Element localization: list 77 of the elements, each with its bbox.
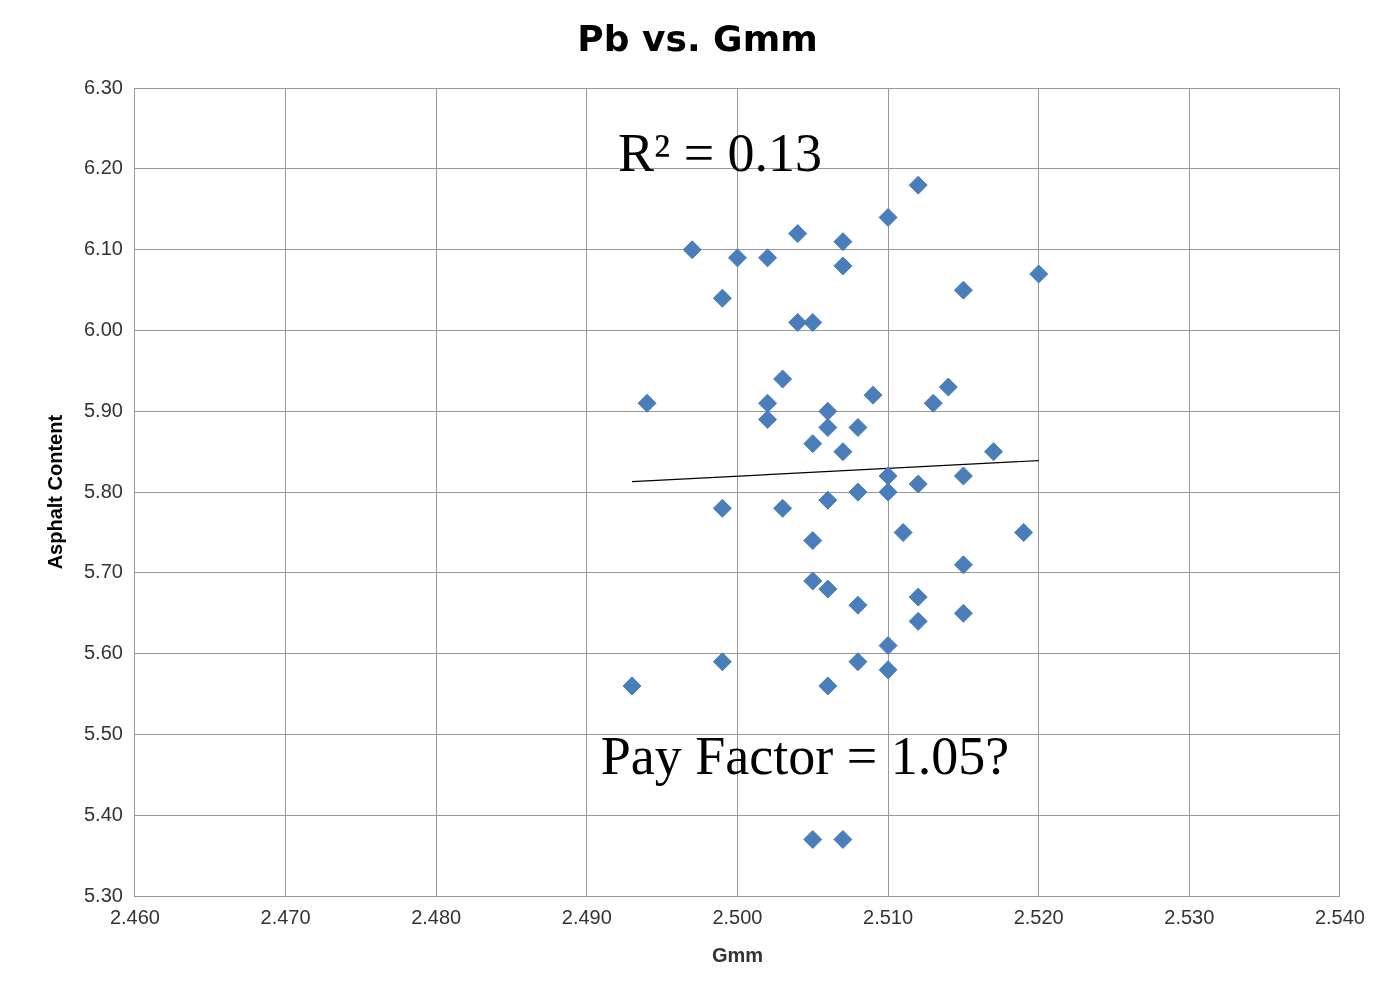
point [1029, 264, 1049, 284]
point [953, 555, 973, 575]
point [833, 256, 853, 276]
point [953, 466, 973, 486]
point [818, 417, 838, 437]
y-tick-label: 5.80 [83, 479, 123, 502]
x-tick-label: 2.470 [260, 905, 311, 928]
point [893, 522, 913, 542]
point [878, 466, 898, 486]
point [758, 248, 778, 268]
point [848, 595, 868, 615]
y-tick-label: 5.60 [83, 641, 123, 664]
y-axis-title: Asphalt Content [43, 414, 66, 570]
point [848, 482, 868, 502]
point [622, 676, 642, 696]
point [788, 312, 808, 332]
point [833, 829, 853, 849]
y-tick-label: 5.40 [83, 802, 123, 825]
point [818, 579, 838, 599]
annotation: R² = 0.13 [617, 123, 823, 184]
point [818, 676, 838, 696]
point [878, 207, 898, 227]
x-tick-label: 2.490 [561, 905, 612, 928]
y-tick-label: 5.50 [83, 721, 123, 744]
x-tick-label: 2.480 [411, 905, 462, 928]
y-tick-label: 6.30 [83, 75, 123, 98]
point [878, 482, 898, 502]
point [773, 369, 793, 389]
point [758, 409, 778, 429]
point [833, 232, 853, 252]
point [788, 224, 808, 244]
y-tick-label: 6.00 [83, 318, 123, 341]
point [758, 393, 778, 413]
point [938, 377, 958, 397]
point [637, 393, 657, 413]
y-tick-label: 6.20 [83, 156, 123, 179]
y-tick-label: 5.70 [83, 560, 123, 583]
y-tick-label: 5.30 [83, 883, 123, 906]
point [773, 498, 793, 518]
point [848, 652, 868, 672]
x-tick-label: 2.540 [1314, 905, 1366, 928]
x-tick-label: 2.510 [863, 905, 914, 928]
point [803, 531, 823, 551]
chart-title: Pb vs. Gmm [577, 17, 818, 59]
y-tick-label: 6.10 [83, 237, 123, 260]
point [953, 603, 973, 623]
point [712, 652, 732, 672]
point [712, 288, 732, 308]
annotation: Pay Factor = 1.05? [600, 726, 1010, 787]
point [803, 571, 823, 591]
point [863, 385, 883, 405]
x-tick-label: 2.460 [109, 905, 160, 928]
point [818, 401, 838, 421]
point [682, 240, 702, 260]
point [923, 393, 943, 413]
point [878, 660, 898, 680]
point [953, 280, 973, 300]
point [818, 490, 838, 510]
x-tick-label: 2.520 [1013, 905, 1064, 928]
y-tick-label: 5.90 [83, 398, 123, 421]
x-tick-label: 2.530 [1164, 905, 1215, 928]
point [803, 829, 823, 849]
point [908, 611, 928, 631]
point [712, 498, 732, 518]
point [984, 442, 1004, 462]
point [848, 417, 868, 437]
point [908, 175, 928, 195]
point [727, 248, 747, 268]
point [908, 587, 928, 607]
point [908, 474, 928, 494]
point [803, 312, 823, 332]
point [878, 636, 898, 656]
point [833, 442, 853, 462]
x-tick-label: 2.500 [712, 905, 763, 928]
point [803, 434, 823, 454]
point [1014, 522, 1034, 542]
x-axis-title: Gmm [711, 943, 764, 966]
